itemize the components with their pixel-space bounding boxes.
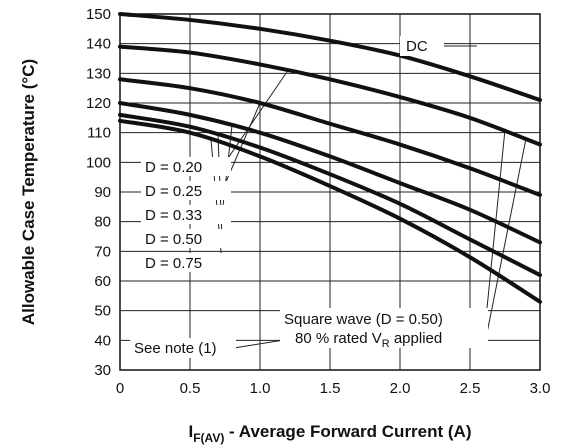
y-tick-label: 60 <box>94 273 111 290</box>
y-tick-label: 130 <box>86 65 111 82</box>
leader-lines <box>210 45 527 349</box>
see-note-leader <box>233 339 285 349</box>
square-wave-label: Square wave (D = 0.50) <box>284 311 443 328</box>
series-line-2 <box>118 77 542 197</box>
rated-leader <box>485 138 527 339</box>
curves <box>118 12 542 304</box>
square-wave-leader <box>485 129 506 319</box>
series-line-4 <box>118 112 542 278</box>
duty-label-2: D = 0.33 <box>145 207 202 224</box>
duty-label-4: D = 0.75 <box>145 255 202 272</box>
plot-frame <box>119 13 541 371</box>
square-wave-box-bg <box>280 308 488 348</box>
x-tick-label: 0 <box>116 380 124 397</box>
y-tick-label: 120 <box>86 95 111 112</box>
x-tick-label: 0.5 <box>180 380 201 397</box>
y-tick-label: 100 <box>86 154 111 171</box>
y-axis-title: Allowable Case Temperature (°C) <box>19 59 38 325</box>
y-tick-label: 140 <box>86 36 111 53</box>
duty-label-bg-2 <box>141 205 231 224</box>
duty-label-bg-3 <box>141 229 231 248</box>
rated-label: 80 % rated VR applied <box>295 330 442 350</box>
series-line-3 <box>118 101 542 245</box>
ticks: 0 0.5 1.0 1.5 2.0 2.5 3.0 30 40 50 60 70 80 90 100 110 1… <box>86 6 550 397</box>
x-axis-title: IF(AV) - Average Forward Current (A) <box>188 422 471 445</box>
grid <box>119 13 541 371</box>
dc-label-bg <box>400 36 444 56</box>
y-tick-label: 50 <box>94 303 111 320</box>
y-tick-label: 80 <box>94 214 111 231</box>
y-tick-label: 90 <box>94 184 111 201</box>
duty-label-bg-4 <box>141 253 231 272</box>
duty-leader-0 <box>221 70 289 168</box>
duty-label-bg-0 <box>141 157 231 176</box>
series-line-1 <box>118 44 542 147</box>
x-tick-label: 2.5 <box>460 380 481 397</box>
dc-label: DC <box>406 38 428 55</box>
see-note-bg <box>130 338 236 358</box>
duty-label-1: D = 0.25 <box>145 183 202 200</box>
x-tick-label: 2.0 <box>390 380 411 397</box>
duty-leader-1 <box>221 102 261 192</box>
series-line-0 <box>118 12 542 103</box>
duty-label-bg-1 <box>141 181 231 200</box>
x-tick-label: 3.0 <box>530 380 551 397</box>
x-tick-label: 1.5 <box>320 380 341 397</box>
y-tick-label: 30 <box>94 362 111 379</box>
y-tick-label: 70 <box>94 243 111 260</box>
y-tick-label: 150 <box>86 6 111 23</box>
x-tick-label: 1.0 <box>250 380 271 397</box>
duty-label-0: D = 0.20 <box>145 159 202 176</box>
y-tick-label: 110 <box>87 125 111 142</box>
y-tick-label: 40 <box>94 332 111 349</box>
see-note-label: See note (1) <box>134 340 217 357</box>
series-line-5 <box>118 118 542 304</box>
duty-label-3: D = 0.50 <box>145 231 202 248</box>
